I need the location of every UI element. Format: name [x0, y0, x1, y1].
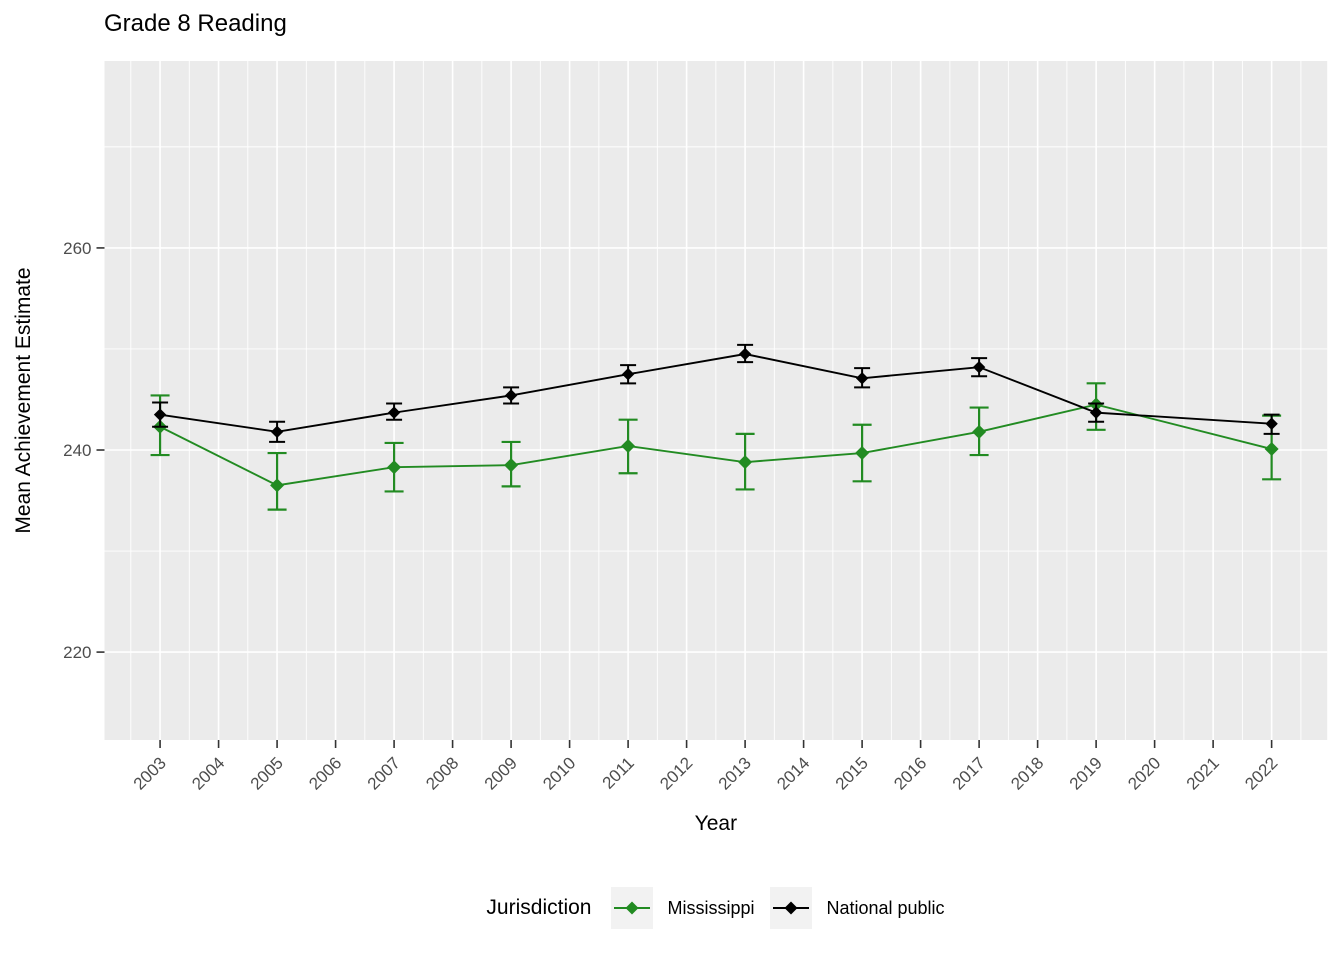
x-tick-label: 2004 [188, 753, 228, 793]
data-point-mississippi-2022 [1264, 442, 1279, 456]
data-point-national-public-2005 [270, 425, 284, 439]
data-point-national-public-2011 [621, 368, 635, 381]
data-point-national-public-2019 [1089, 406, 1103, 419]
data-point-mississippi-2011 [621, 438, 636, 453]
y-axis-title: Mean Achievement Estimate [12, 267, 35, 533]
legend-key-diamond [784, 901, 798, 915]
x-tick-label: 2016 [890, 753, 930, 793]
data-point-mississippi-2007 [387, 460, 402, 475]
x-tick-label: 2010 [539, 753, 579, 793]
x-tick-label: 2003 [130, 753, 170, 793]
x-tick-label: 2022 [1241, 753, 1281, 793]
x-tick-label: 2006 [305, 753, 345, 793]
y-tick-label: 220 [63, 643, 91, 662]
legend-key-glyph-national-public [773, 901, 810, 915]
x-tick-label: 2015 [832, 753, 872, 793]
x-tick-label: 2011 [599, 753, 638, 792]
legend-label-mississippi: Mississippi [667, 897, 755, 918]
data-point-national-public-2009 [504, 389, 518, 402]
data-point-national-public-2015 [855, 372, 869, 385]
legend-item-mississippi: Mississippi [611, 887, 754, 929]
legend-key-glyph-mississippi [614, 901, 651, 915]
chart-title: Grade 8 Reading [104, 10, 287, 37]
series-line [159, 403, 1272, 487]
x-tick-label: 2008 [422, 753, 462, 793]
series-mississippi [150, 382, 1282, 511]
legend: Jurisdiction Mississippi National public [104, 874, 1327, 942]
legend-key-national-public [770, 887, 813, 929]
x-tick-label: 2009 [481, 753, 521, 793]
data-point-mississippi-2005 [270, 478, 285, 493]
y-tick-label: 260 [63, 239, 91, 258]
legend-key-diamond [625, 901, 639, 915]
x-tick-label: 2014 [773, 753, 813, 793]
x-tick-label: 2005 [247, 753, 287, 793]
legend-key-mississippi [611, 887, 654, 929]
data-point-national-public-2003 [153, 408, 167, 421]
data-point-national-public-2007 [387, 406, 401, 419]
y-tick-label: 240 [63, 441, 91, 460]
legend-title: Jurisdiction [486, 896, 592, 919]
series-line [159, 353, 1272, 433]
x-tick-label: 2018 [1007, 753, 1047, 793]
data-point-mississippi-2013 [738, 455, 753, 470]
data-point-mississippi-2017 [972, 424, 987, 439]
x-axis-title: Year [695, 812, 737, 835]
data-point-mississippi-2009 [504, 458, 519, 473]
x-tick-label: 2013 [715, 753, 755, 793]
x-tick-label: 2007 [364, 753, 404, 793]
data-point-national-public-2017 [972, 360, 986, 374]
data-point-national-public-2022 [1265, 417, 1278, 430]
legend-label-national-public: National public [826, 897, 945, 918]
x-tick-label: 2019 [1066, 753, 1106, 793]
x-tick-label: 2021 [1183, 753, 1223, 793]
legend-item-national-public: National public [770, 887, 945, 929]
data-point-mississippi-2015 [855, 446, 870, 461]
plot-area: 2003 2004 2005 2006 2007 2008 2009 2010 2011 2012… [12, 61, 1328, 835]
series-national-public [152, 343, 1280, 443]
data-point-national-public-2013 [738, 347, 752, 361]
axis-ticks [96, 247, 1273, 748]
x-tick-label: 2012 [656, 753, 696, 793]
x-tick-label: 2017 [949, 753, 989, 793]
x-tick-label: 2020 [1124, 753, 1164, 793]
